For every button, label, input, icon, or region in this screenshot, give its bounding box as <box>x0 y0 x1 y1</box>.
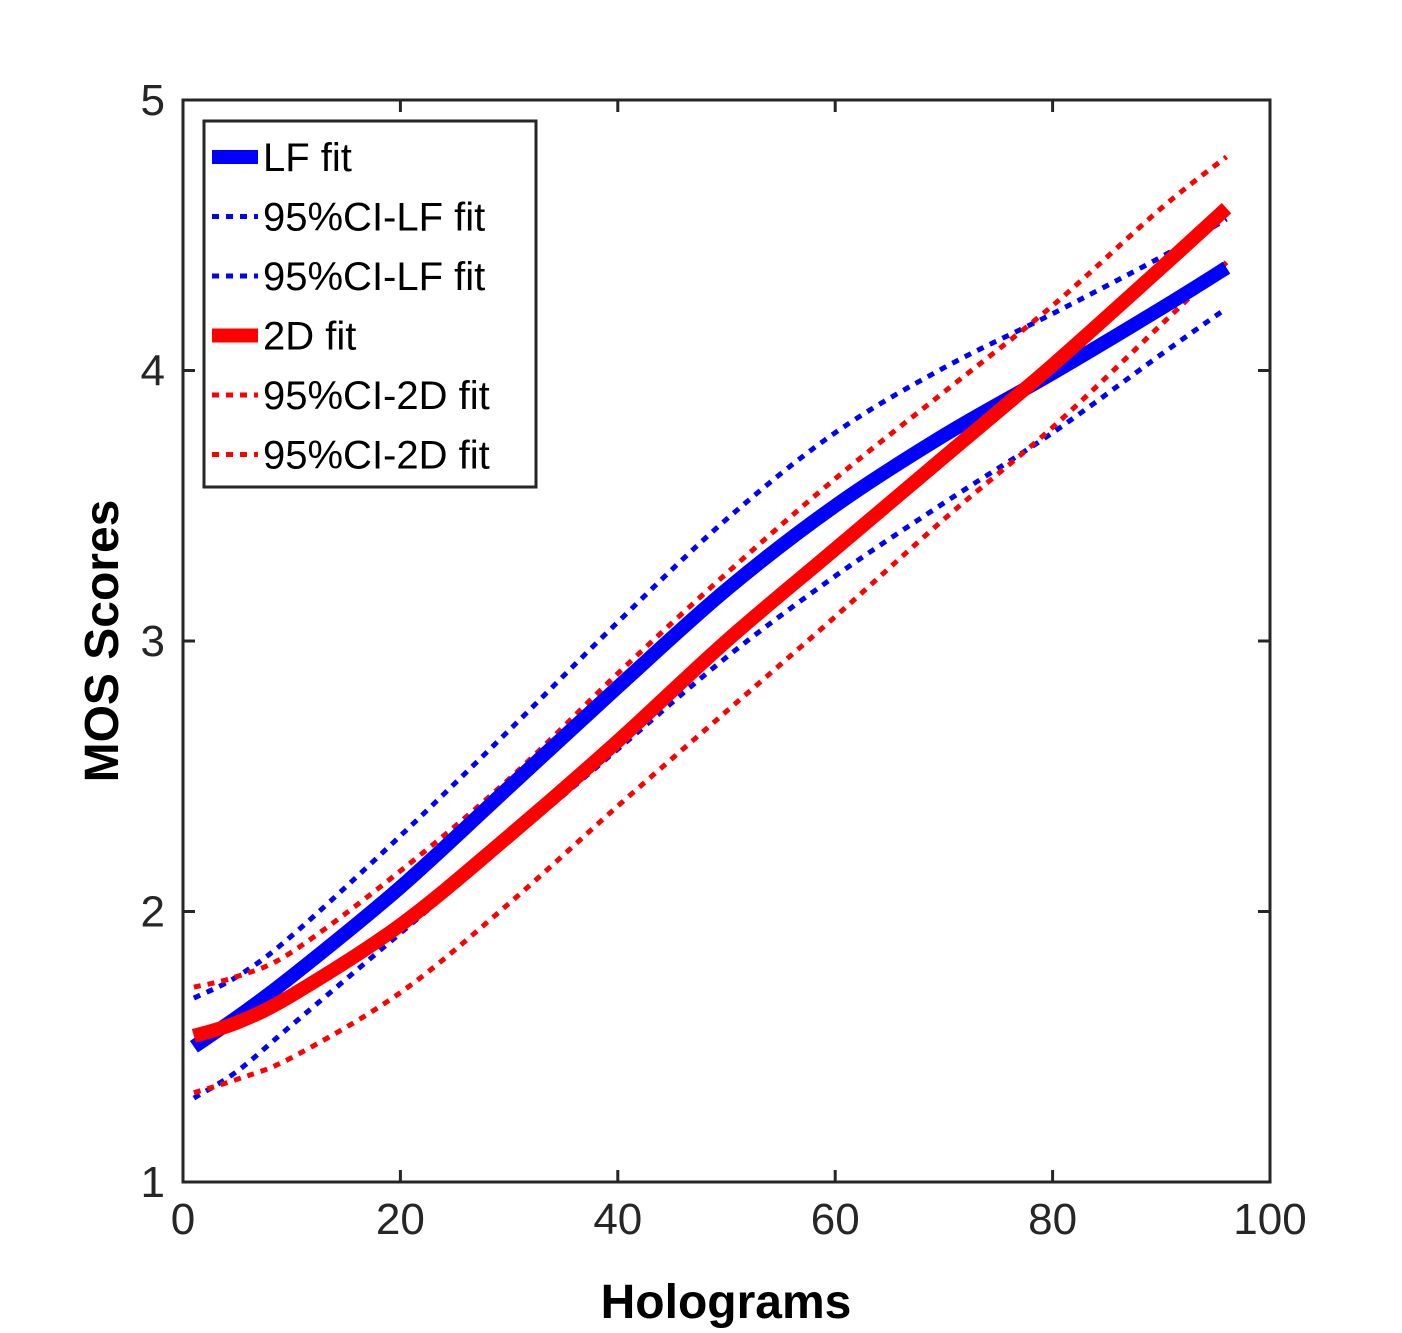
ticks-layer: 0 20 40 60 80 100 1 2 3 4 5 <box>141 76 1307 1244</box>
y-tick-label: 1 <box>141 1158 165 1207</box>
y-tick-label: 4 <box>141 347 165 396</box>
x-tick-label: 0 <box>171 1195 195 1244</box>
y-axis-label: MOS Scores <box>76 500 129 783</box>
x-axis-label: Holograms <box>601 1276 852 1329</box>
y-tick-label: 3 <box>141 617 165 666</box>
series-line-3 <box>192 306 1228 1101</box>
series-line-6 <box>193 260 1229 1096</box>
series-line-4 <box>191 203 1232 1043</box>
legend-label: 95%CI-LF fit <box>263 196 485 240</box>
x-tick-label: 60 <box>811 1195 860 1244</box>
legend: LF fit 95%CI-LF fit 95%CI-LF fit 2D fit 95%C… <box>202 119 538 489</box>
y-tick-label: 2 <box>141 888 165 937</box>
legend-label: 2D fit <box>263 315 356 359</box>
series-layer <box>189 154 1232 1101</box>
legend-label: 95%CI-2D fit <box>263 374 490 418</box>
legend-label: LF fit <box>263 136 352 180</box>
legend-label: 95%CI-LF fit <box>263 255 485 299</box>
x-tick-label: 100 <box>1233 1195 1306 1244</box>
series-line-5 <box>193 154 1229 990</box>
y-tick-label: 5 <box>141 76 165 125</box>
series-line-2 <box>192 216 1228 1001</box>
legend-label: 95%CI-2D fit <box>263 434 490 478</box>
x-tick-label: 20 <box>376 1195 425 1244</box>
x-tick-label: 40 <box>593 1195 642 1244</box>
legend-box <box>202 119 538 489</box>
x-tick-label: 80 <box>1028 1195 1077 1244</box>
legend-items: LF fit 95%CI-LF fit 95%CI-LF fit 2D fit 95%C… <box>212 136 490 478</box>
